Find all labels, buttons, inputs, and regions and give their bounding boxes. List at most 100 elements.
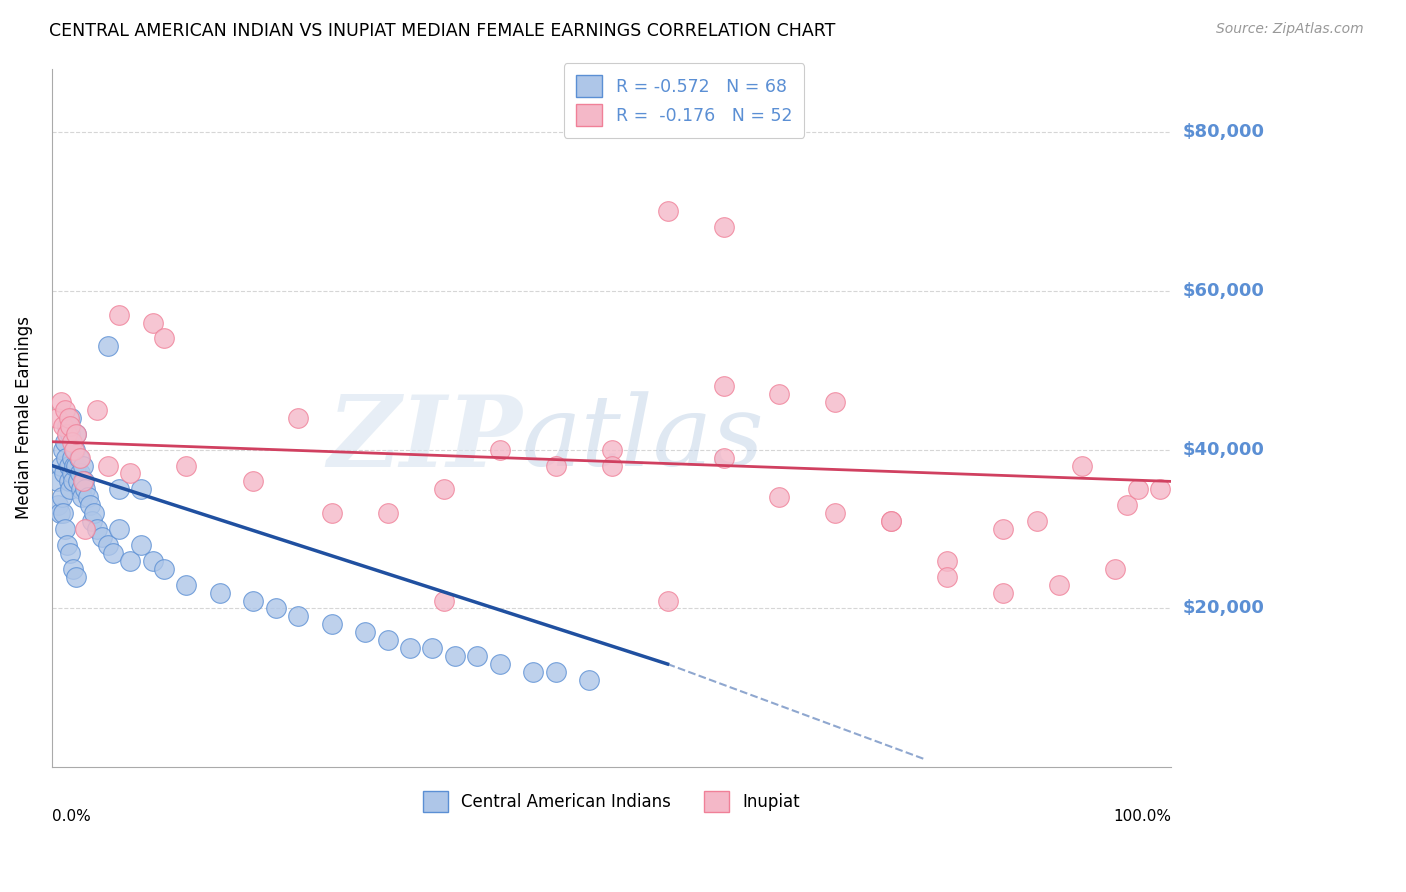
- Text: $80,000: $80,000: [1182, 123, 1264, 141]
- Point: [83, 506, 105, 520]
- Legend: Central American Indians, Inupiat: Central American Indians, Inupiat: [413, 781, 810, 822]
- Point: [46, 475, 69, 489]
- Point: [70, 483, 93, 497]
- Point: [1149, 483, 1171, 497]
- Point: [713, 220, 735, 235]
- Point: [600, 458, 623, 473]
- Point: [97, 538, 120, 552]
- Point: [768, 491, 790, 505]
- Point: [56, 538, 79, 552]
- Point: [993, 585, 1015, 599]
- Point: [377, 633, 399, 648]
- Point: [72, 458, 94, 473]
- Point: [433, 593, 456, 607]
- Point: [131, 538, 153, 552]
- Point: [65, 442, 87, 457]
- Point: [657, 593, 679, 607]
- Text: $60,000: $60,000: [1182, 282, 1264, 300]
- Text: Source: ZipAtlas.com: Source: ZipAtlas.com: [1216, 22, 1364, 37]
- Point: [63, 458, 86, 473]
- Text: $20,000: $20,000: [1182, 599, 1264, 617]
- Point: [59, 410, 82, 425]
- Point: [73, 475, 96, 489]
- Point: [578, 673, 600, 687]
- Point: [56, 426, 79, 441]
- Point: [49, 458, 72, 473]
- Point: [422, 641, 444, 656]
- Point: [65, 458, 87, 473]
- Text: 0.0%: 0.0%: [52, 809, 90, 824]
- Point: [321, 506, 343, 520]
- Point: [49, 395, 72, 409]
- Point: [1126, 483, 1149, 497]
- Point: [108, 483, 131, 497]
- Point: [86, 522, 108, 536]
- Point: [62, 562, 84, 576]
- Point: [242, 475, 264, 489]
- Point: [76, 491, 98, 505]
- Point: [65, 570, 87, 584]
- Point: [433, 483, 456, 497]
- Point: [488, 442, 510, 457]
- Point: [488, 657, 510, 671]
- Point: [174, 577, 197, 591]
- Point: [1047, 577, 1070, 591]
- Point: [141, 316, 163, 330]
- Point: [108, 308, 131, 322]
- Point: [53, 522, 76, 536]
- Text: 100.0%: 100.0%: [1114, 809, 1171, 824]
- Point: [443, 649, 465, 664]
- Point: [321, 617, 343, 632]
- Point: [131, 483, 153, 497]
- Y-axis label: Median Female Earnings: Median Female Earnings: [15, 317, 32, 519]
- Text: CENTRAL AMERICAN INDIAN VS INUPIAT MEDIAN FEMALE EARNINGS CORRELATION CHART: CENTRAL AMERICAN INDIAN VS INUPIAT MEDIA…: [49, 22, 835, 40]
- Point: [141, 554, 163, 568]
- Point: [993, 522, 1015, 536]
- Point: [713, 379, 735, 393]
- Point: [287, 410, 309, 425]
- Point: [242, 593, 264, 607]
- Point: [59, 546, 82, 560]
- Point: [103, 546, 125, 560]
- Point: [86, 403, 108, 417]
- Point: [60, 467, 83, 481]
- Point: [63, 442, 86, 457]
- Point: [66, 475, 89, 489]
- Point: [51, 491, 73, 505]
- Point: [544, 458, 567, 473]
- Point: [55, 450, 77, 465]
- Point: [287, 609, 309, 624]
- Point: [69, 450, 91, 465]
- Point: [53, 467, 76, 481]
- Point: [880, 514, 903, 528]
- Point: [465, 649, 488, 664]
- Point: [59, 426, 82, 441]
- Point: [108, 522, 131, 536]
- Point: [264, 601, 287, 615]
- Point: [522, 665, 544, 679]
- Point: [67, 450, 90, 465]
- Point: [377, 506, 399, 520]
- Point: [657, 204, 679, 219]
- Point: [152, 562, 174, 576]
- Point: [60, 450, 83, 465]
- Text: ZIP: ZIP: [328, 391, 522, 487]
- Point: [46, 410, 69, 425]
- Point: [824, 395, 846, 409]
- Point: [1104, 562, 1126, 576]
- Point: [936, 570, 959, 584]
- Point: [600, 442, 623, 457]
- Point: [120, 554, 142, 568]
- Point: [120, 467, 142, 481]
- Point: [58, 410, 80, 425]
- Point: [768, 387, 790, 401]
- Point: [544, 665, 567, 679]
- Point: [65, 426, 87, 441]
- Point: [208, 585, 231, 599]
- Point: [1115, 498, 1137, 512]
- Point: [936, 554, 959, 568]
- Point: [53, 403, 76, 417]
- Point: [79, 498, 101, 512]
- Point: [97, 458, 120, 473]
- Point: [62, 475, 84, 489]
